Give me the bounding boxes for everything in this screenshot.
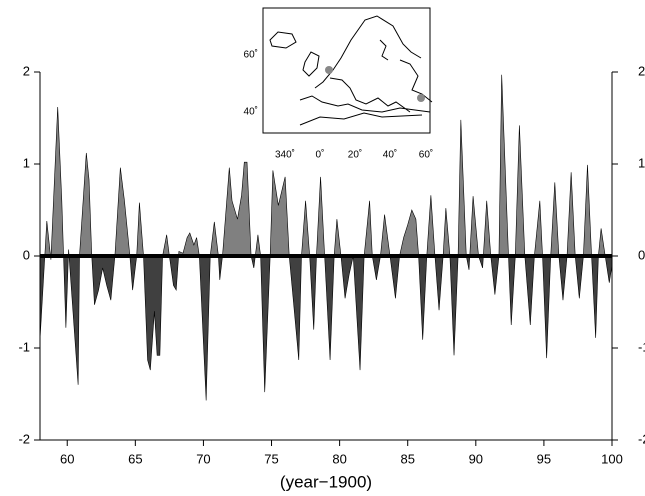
coastline [269,15,433,126]
x-tick-label: 85 [400,451,414,466]
y-tick-label: -2 [18,431,30,446]
inset-x-label: 340˚ [275,149,295,161]
inset-x-label: 60˚ [419,149,433,161]
x-tick-label: 90 [469,451,483,466]
inset-y-label: 60˚ [244,49,258,61]
x-tick-label: 60 [60,451,74,466]
y2-tick-label: 2 [638,63,645,78]
site-marker [417,94,425,102]
x-tick-label: 70 [196,451,210,466]
inset-x-label: 20˚ [348,149,362,161]
y-tick-label: 1 [23,155,30,170]
area-negative [39,256,613,401]
inset-x-label: 40˚ [383,149,397,161]
area-positive [39,74,613,256]
x-tick-label: 65 [128,451,142,466]
inset-map: 60˚ 40˚ 340˚ 0˚ 20˚ 40˚ 60˚ [244,7,433,161]
y2-tick-label: 0 [638,247,645,262]
x-tick-label: 95 [537,451,551,466]
y2-tick-label: -2 [638,431,645,446]
x-tick-label: 75 [264,451,278,466]
y-tick-label: 2 [23,63,30,78]
inset-x-label: 0˚ [316,149,325,161]
y-tick-label: -1 [18,339,30,354]
x-axis-label: (year−1900) [280,472,372,491]
inset-frame [262,7,431,134]
x-tick-label: 100 [601,451,623,466]
y2-tick-label: 1 [638,155,645,170]
site-marker [325,66,333,74]
y-tick-label: 0 [23,247,30,262]
inset-y-label: 40˚ [244,106,258,118]
x-tick-label: 80 [332,451,346,466]
y2-tick-label: -1 [638,339,645,354]
